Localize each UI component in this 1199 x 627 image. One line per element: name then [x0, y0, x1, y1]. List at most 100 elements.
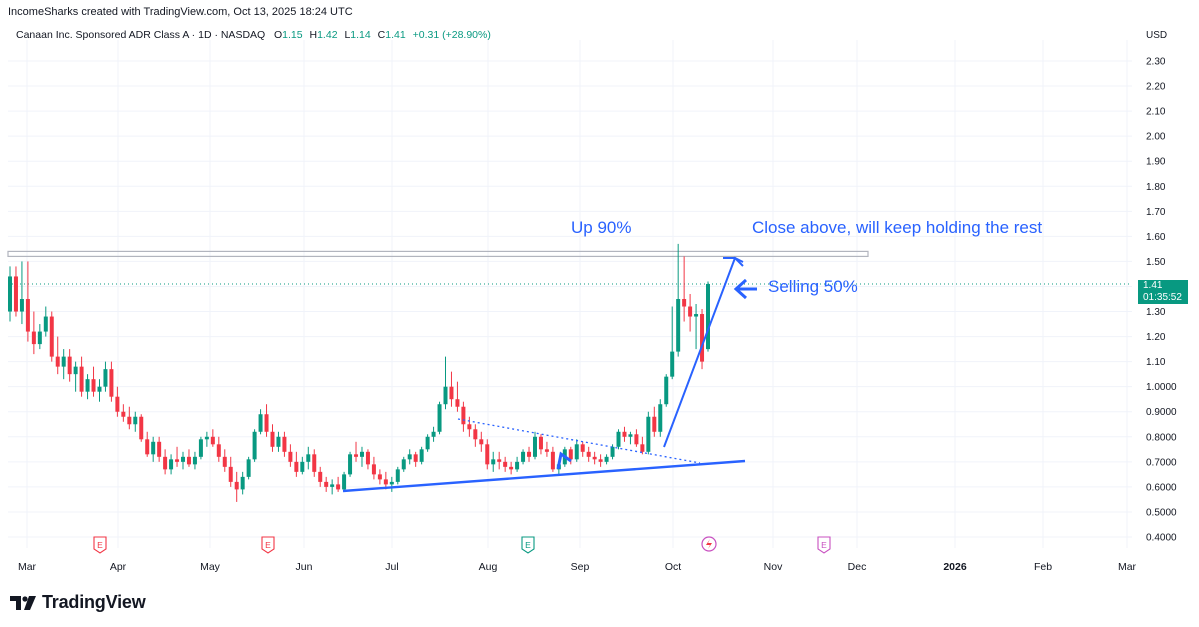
- resistance-rect: [7, 250, 869, 258]
- candle-body: [443, 386, 448, 405]
- candle-body: [467, 424, 472, 430]
- candle-body: [49, 316, 54, 357]
- candle-body: [354, 454, 359, 457]
- candle-body: [479, 439, 484, 445]
- candle-body: [574, 444, 579, 460]
- candle-body: [676, 299, 681, 352]
- last-price-value: 1.41: [1143, 280, 1163, 291]
- bar-countdown: 01:35:52: [1143, 292, 1182, 303]
- candle-body: [658, 404, 663, 432]
- candle-body: [592, 456, 597, 460]
- y-tick-label: 2.10: [1146, 107, 1166, 118]
- candle-body: [151, 441, 156, 455]
- candle-body: [598, 459, 603, 462]
- candle-body: [228, 466, 233, 482]
- candle-body: [455, 399, 460, 407]
- annotation-text: Up 90%: [571, 218, 631, 237]
- chart-credit: IncomeSharks created with TradingView.co…: [8, 6, 353, 18]
- candle-body: [204, 436, 209, 440]
- candle-body: [449, 386, 454, 400]
- candle-body: [91, 379, 96, 392]
- candle-body: [586, 451, 591, 457]
- candle-body: [532, 436, 537, 457]
- candle-body: [234, 481, 239, 490]
- earnings-marker-label: E: [97, 540, 103, 550]
- x-tick-label: Feb: [1034, 561, 1052, 573]
- y-tick-label: 1.30: [1146, 307, 1166, 318]
- y-tick-label: 1.90: [1146, 157, 1166, 168]
- candle-body: [133, 416, 138, 425]
- candle-body: [169, 459, 174, 470]
- candle-body: [19, 299, 24, 312]
- y-tick-label: 2.00: [1146, 132, 1166, 143]
- x-tick-label: Jun: [296, 561, 313, 573]
- candle-body: [383, 479, 388, 485]
- x-tick-label: Mar: [1118, 561, 1137, 573]
- high-value: 1.42: [317, 29, 338, 41]
- candle-body: [97, 386, 102, 392]
- candle-body: [419, 449, 424, 462]
- annotation-text: Close above, will keep holding the rest: [752, 218, 1042, 237]
- candlestick-series: [8, 243, 710, 502]
- candle-body: [544, 449, 549, 452]
- candle-body: [628, 434, 633, 437]
- candle-body: [270, 431, 275, 447]
- candle-body: [43, 316, 48, 332]
- candle-body: [139, 416, 144, 440]
- candle-body: [175, 459, 180, 462]
- symbol-legend[interactable]: Canaan Inc. Sponsored ADR Class A · 1D ·…: [16, 29, 491, 41]
- candle-body: [240, 476, 245, 490]
- candle-body: [688, 306, 693, 317]
- breakout-arrow: [556, 451, 572, 470]
- high-label: H: [309, 29, 318, 41]
- candle-body: [181, 456, 186, 462]
- candle-body: [198, 439, 203, 457]
- x-tick-label: Nov: [764, 561, 783, 573]
- candle-body: [473, 429, 478, 440]
- candle-body: [461, 406, 466, 425]
- candle-body: [103, 369, 108, 387]
- candle-body: [288, 451, 293, 462]
- y-tick-label: 0.8000: [1146, 432, 1177, 443]
- candle-body: [348, 454, 353, 475]
- support-trendline: [342, 459, 746, 493]
- candle-body: [324, 481, 329, 487]
- y-tick-label: 1.0000: [1146, 382, 1177, 393]
- y-tick-label: 0.4000: [1146, 533, 1177, 544]
- candle-body: [258, 414, 263, 432]
- candle-body: [389, 481, 394, 485]
- price-axis: 2.302.202.102.001.901.801.701.601.501.40…: [1146, 57, 1177, 544]
- candle-body: [401, 459, 406, 470]
- currency-label[interactable]: USD: [1146, 30, 1168, 41]
- y-tick-label: 1.10: [1146, 357, 1166, 368]
- candle-body: [437, 404, 442, 432]
- candle-body: [604, 456, 609, 462]
- candle-body: [509, 466, 514, 470]
- candle-body: [652, 416, 657, 432]
- candle-body: [646, 416, 651, 452]
- candle-body: [330, 484, 335, 487]
- candle-body: [37, 331, 42, 345]
- candle-body: [371, 464, 376, 475]
- tradingview-logo-icon: [10, 595, 36, 610]
- earnings-marker: [261, 536, 275, 554]
- y-tick-label: 2.20: [1146, 82, 1166, 93]
- candle-body: [485, 444, 490, 465]
- y-tick-label: 1.80: [1146, 182, 1166, 193]
- candle-body: [127, 416, 132, 425]
- candle-body: [13, 276, 18, 312]
- annotation-text: Selling 50%: [768, 277, 858, 296]
- tradingview-logo[interactable]: TradingView: [10, 592, 146, 613]
- candle-body: [682, 299, 687, 307]
- candle-body: [222, 456, 227, 467]
- candle-body: [706, 283, 710, 350]
- open-label: O: [273, 29, 283, 41]
- x-tick-label: Dec: [848, 561, 867, 573]
- candle-body: [85, 379, 90, 392]
- candle-body: [640, 444, 645, 452]
- candle-body: [377, 474, 382, 480]
- candle-body: [246, 459, 251, 477]
- y-tick-label: 1.20: [1146, 332, 1166, 343]
